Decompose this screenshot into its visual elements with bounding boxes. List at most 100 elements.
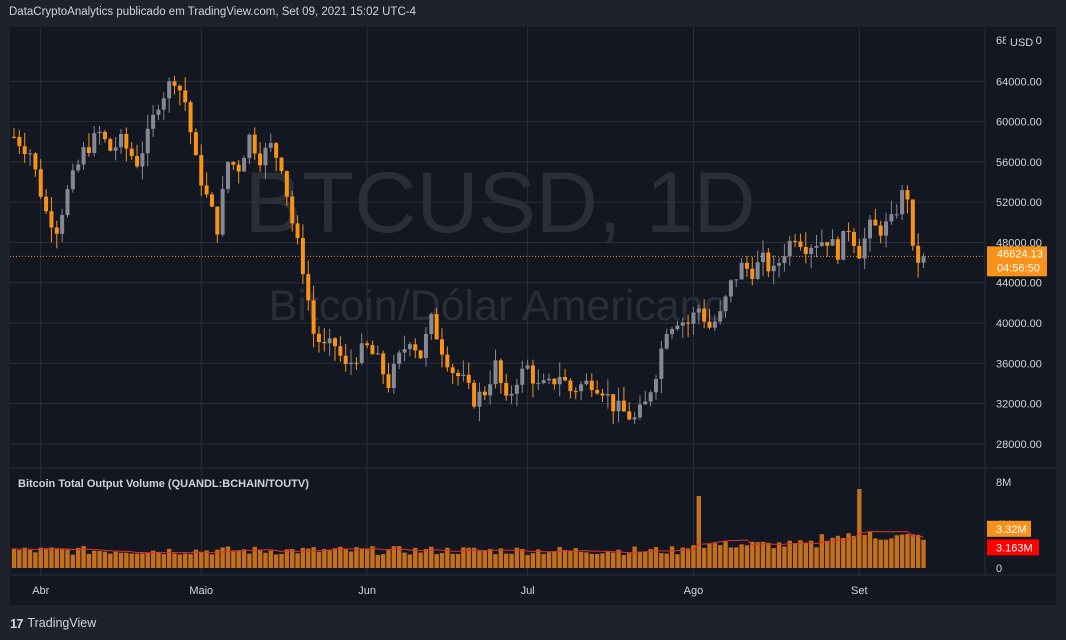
price-tick-label: 32000.00 (996, 399, 1042, 411)
volume-bar (59, 548, 65, 568)
currency-label[interactable]: USD (1010, 37, 1033, 49)
candle-body (386, 374, 391, 388)
chart-frame[interactable]: BTCUSD, 1D Bitcoin/Dólar Americano Bitco… (10, 27, 1056, 605)
candle-body (755, 262, 760, 279)
candle-body (659, 348, 664, 379)
volume-bar (766, 542, 771, 568)
volume-bar (300, 547, 306, 568)
volume-bar (477, 550, 482, 568)
candle-body (686, 322, 691, 324)
candle-body (242, 158, 247, 172)
candle-body (60, 215, 65, 234)
tradingview-logo-icon[interactable]: 17 (10, 615, 24, 631)
volume-bar (862, 535, 867, 568)
volume-bar (471, 547, 477, 568)
volume-bar (734, 547, 739, 568)
candle-body (119, 133, 123, 148)
candle-body (70, 170, 75, 190)
time-axis[interactable]: Abr Maio Jun Jul Ago Set (32, 585, 867, 597)
volume-bar (359, 548, 364, 568)
volume-bar (450, 553, 455, 568)
volume-bar (177, 554, 183, 568)
candle-body (397, 352, 402, 364)
volume-bar (92, 550, 97, 568)
candle-body (44, 196, 49, 212)
watermark-subtitle: Bitcoin/Dólar Americano (269, 282, 728, 330)
volume-last-value: 3.32M (996, 524, 1027, 536)
volume-bar (562, 550, 568, 568)
volume-bar (257, 550, 263, 568)
candle-body (167, 81, 172, 99)
volume-bar (118, 552, 124, 568)
volume-bar (375, 554, 380, 568)
candle-body (557, 376, 562, 385)
volume-bar (830, 537, 835, 568)
candle-body (621, 400, 626, 412)
volume-bar (514, 547, 520, 568)
volume-bar (573, 548, 578, 568)
volume-bar (487, 548, 493, 568)
volume-bar (316, 551, 322, 568)
candle-body (97, 131, 102, 134)
volume-bar (605, 551, 611, 568)
candle-body (771, 265, 776, 272)
candle-body (547, 378, 551, 381)
candle-body (728, 280, 733, 297)
candle-body (611, 394, 616, 412)
candle-body (493, 360, 498, 385)
volume-bar (54, 548, 59, 568)
volume-bar (429, 546, 434, 568)
volume-bar (755, 542, 760, 568)
volume-bar (611, 552, 616, 568)
volume-bar (616, 549, 621, 568)
volume-bar (156, 551, 161, 568)
volume-bar (659, 553, 664, 568)
candle-body (905, 190, 910, 200)
candle-body (632, 417, 637, 420)
volume-bar (306, 548, 311, 568)
candle-body (172, 81, 177, 86)
candle-body (290, 196, 295, 224)
candle-body (365, 343, 370, 346)
volume-bar (172, 553, 177, 568)
candle-body (434, 314, 439, 340)
volume-bar (851, 535, 857, 568)
candle-body (782, 256, 787, 264)
watermark-title: BTCUSD, 1D (244, 155, 755, 251)
volume-bar (594, 553, 600, 568)
volume-bar (322, 549, 327, 568)
time-tick-label: Maio (189, 585, 213, 597)
candle-body (584, 380, 589, 385)
candle-body (691, 312, 696, 324)
candle-body (188, 102, 193, 133)
price-tick-label: 44000.00 (996, 278, 1042, 290)
publisher-line: DataCryptoAnalytics publicado em Trading… (9, 6, 416, 18)
volume-bar (386, 549, 391, 568)
chart-svg[interactable]: BTCUSD, 1D Bitcoin/Dólar Americano Bitco… (10, 27, 1056, 605)
currency-badge-bg (1006, 33, 1036, 49)
brand-label[interactable]: TradingView (27, 616, 97, 630)
candle-body (391, 363, 396, 388)
candle-body (718, 311, 723, 322)
volume-bar (664, 553, 669, 568)
candle-body (151, 114, 156, 129)
candle-body (675, 325, 680, 330)
volume-bar (247, 553, 252, 568)
volume-bar (680, 547, 685, 568)
footer: 17 TradingView (10, 613, 96, 633)
volume-bar (166, 548, 172, 568)
volume-bar (712, 543, 718, 568)
price-axis[interactable]: 64000.0060000.0056000.0052000.0048000.00… (996, 76, 1042, 450)
volume-bar (889, 538, 894, 568)
candle-body (680, 322, 685, 326)
candle-body (846, 230, 851, 233)
candle-body (440, 339, 444, 355)
candle-body (199, 155, 204, 186)
candle-body (819, 242, 824, 246)
volume-bar (97, 551, 102, 568)
candle-body (327, 338, 332, 344)
candle-body (354, 362, 359, 364)
candle-body (803, 246, 808, 254)
volume-bar (669, 546, 675, 568)
candle-body (568, 380, 573, 392)
